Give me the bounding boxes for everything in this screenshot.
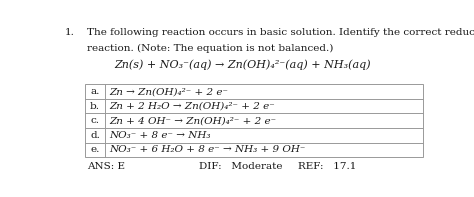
Text: REF:   17.1: REF: 17.1 bbox=[298, 163, 356, 171]
Text: Zn + 2 H₂O → Zn(OH)₄²⁻ + 2 e⁻: Zn + 2 H₂O → Zn(OH)₄²⁻ + 2 e⁻ bbox=[109, 102, 274, 111]
Text: reaction. (Note: The equation is not balanced.): reaction. (Note: The equation is not bal… bbox=[87, 44, 333, 53]
Text: b.: b. bbox=[90, 102, 100, 111]
Text: c.: c. bbox=[91, 116, 100, 125]
Text: e.: e. bbox=[91, 145, 100, 154]
Text: Zn + 4 OH⁻ → Zn(OH)₄²⁻ + 2 e⁻: Zn + 4 OH⁻ → Zn(OH)₄²⁻ + 2 e⁻ bbox=[109, 116, 276, 125]
Bar bbox=[85, 84, 423, 157]
Text: Zn → Zn(OH)₄²⁻ + 2 e⁻: Zn → Zn(OH)₄²⁻ + 2 e⁻ bbox=[109, 87, 228, 96]
Text: The following reaction occurs in basic solution. Identify the correct reduction : The following reaction occurs in basic s… bbox=[87, 28, 474, 37]
Text: NO₃⁻ + 6 H₂O + 8 e⁻ → NH₃ + 9 OH⁻: NO₃⁻ + 6 H₂O + 8 e⁻ → NH₃ + 9 OH⁻ bbox=[109, 145, 305, 154]
Text: DIF:   Moderate: DIF: Moderate bbox=[199, 163, 283, 171]
Text: ANS: E: ANS: E bbox=[87, 163, 125, 171]
Text: Zn(s) + NO₃⁻(aq) → Zn(OH)₄²⁻(aq) + NH₃(aq): Zn(s) + NO₃⁻(aq) → Zn(OH)₄²⁻(aq) + NH₃(a… bbox=[115, 59, 371, 70]
Text: 1.: 1. bbox=[65, 28, 74, 37]
Text: d.: d. bbox=[90, 131, 100, 140]
Text: NO₃⁻ + 8 e⁻ → NH₃: NO₃⁻ + 8 e⁻ → NH₃ bbox=[109, 131, 210, 140]
Text: a.: a. bbox=[91, 87, 100, 96]
